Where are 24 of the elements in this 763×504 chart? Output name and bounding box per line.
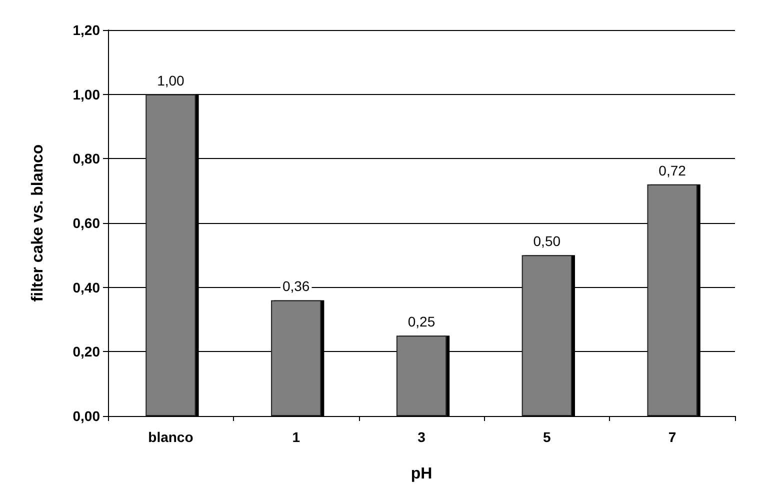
- y-axis-title: filter cake vs. blanco: [30, 144, 46, 302]
- bar: [522, 255, 572, 416]
- y-tick-label: 0,20: [72, 344, 100, 360]
- y-tick-label: 0,60: [72, 215, 100, 231]
- bar: [271, 300, 322, 416]
- data-label: 0,50: [533, 233, 561, 250]
- y-tick-label: 1,00: [72, 86, 100, 102]
- x-tick-label: 7: [668, 429, 676, 445]
- y-tick-label: 0,40: [72, 279, 100, 296]
- x-axis-title: pH: [410, 466, 432, 482]
- x-tick-label: 3: [418, 429, 426, 445]
- bar: [647, 184, 698, 416]
- data-label: 1,00: [157, 72, 185, 88]
- y-tick-label: 0,80: [72, 150, 100, 167]
- data-label: 0,36: [282, 278, 310, 294]
- x-tick-label: 5: [543, 429, 551, 445]
- bar: [146, 94, 196, 416]
- data-label: 0,72: [658, 162, 686, 178]
- y-tick-label: 0,00: [72, 408, 100, 424]
- data-label: 0,25: [408, 314, 436, 330]
- bar: [396, 336, 447, 416]
- x-tick-label: 1: [292, 429, 300, 445]
- x-tick-label: blanco: [148, 429, 194, 445]
- y-tick-label: 1,20: [72, 22, 100, 38]
